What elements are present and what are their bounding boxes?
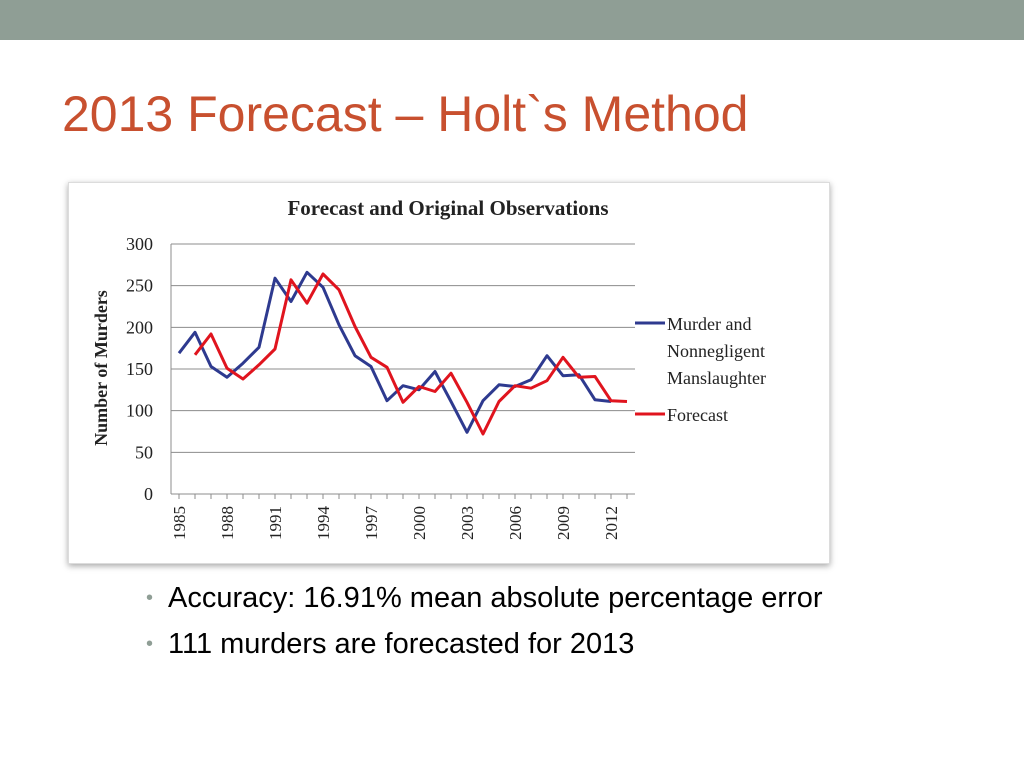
- x-tick-label: 2009: [554, 506, 573, 540]
- series-line-forecast: [193, 272, 628, 436]
- chart-legend: Murder and Nonnegligent Manslaughter Foreca…: [635, 314, 766, 425]
- x-tick-label: 2003: [458, 506, 477, 540]
- y-tick-label: 0: [144, 484, 153, 504]
- bullet-text: 111 murders are forecasted for 2013: [168, 628, 635, 660]
- bullet-dot-icon: •: [146, 633, 154, 655]
- bullet-list: • Accuracy: 16.91% mean absolute percent…: [140, 580, 900, 672]
- x-tick-label: 1997: [362, 506, 381, 541]
- y-tick-label: 100: [126, 401, 153, 421]
- y-tick-label: 200: [126, 317, 153, 337]
- x-tick-label: 2012: [602, 506, 621, 540]
- x-tick-label: 2000: [410, 506, 429, 540]
- legend-label: Murder and Nonnegligent Manslaughter: [667, 314, 766, 388]
- y-tick-label: 150: [126, 359, 153, 379]
- y-tick-label: 50: [135, 442, 153, 462]
- bullet-text: Accuracy: 16.91% mean absolute percentag…: [168, 582, 823, 614]
- chart-axes: 0 50 100 150 200 250 300 1985 1988 1991 1994 1997 20…: [126, 234, 628, 541]
- y-tick-label: 250: [126, 276, 153, 296]
- chart-frame: 0 50 100 150 200 250 300 1985 1988 1991 1994 1997 20…: [68, 182, 830, 564]
- slide-title: 2013 Forecast – Holt`s Method: [62, 86, 749, 142]
- bullet-dot-icon: •: [146, 587, 154, 609]
- x-tick-label: 2006: [506, 506, 525, 540]
- x-tick-label: 1988: [218, 506, 237, 540]
- top-accent-bar: [0, 0, 1024, 40]
- x-tick-label: 1991: [266, 506, 285, 540]
- y-tick-label: 300: [126, 234, 153, 254]
- x-tick-label: 1994: [314, 506, 333, 541]
- chart-title: Forecast and Original Observations: [287, 196, 608, 220]
- series-line-observed: [177, 270, 612, 434]
- line-chart: 0 50 100 150 200 250 300 1985 1988 1991 1994 1997 20…: [91, 196, 766, 541]
- bullet-item: • Accuracy: 16.91% mean absolute percent…: [140, 580, 900, 616]
- y-axis-label: Number of Murders: [91, 290, 111, 446]
- legend-label: Forecast: [667, 405, 728, 425]
- x-tick-label: 1985: [170, 506, 189, 540]
- chart-gridlines: [171, 243, 635, 495]
- chart-series: [177, 270, 628, 436]
- bullet-item: • 111 murders are forecasted for 2013: [140, 626, 900, 662]
